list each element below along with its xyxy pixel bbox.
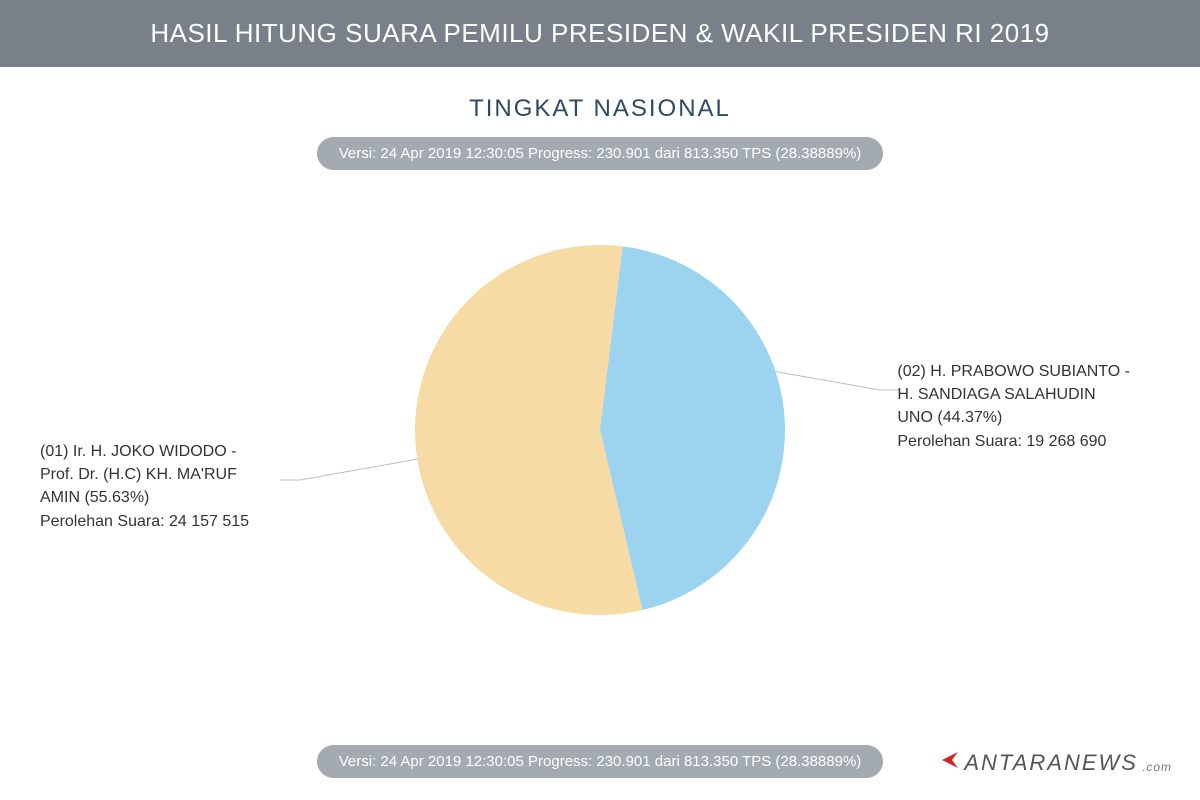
version-row-top: Versi: 24 Apr 2019 12:30:05 Progress: 23… bbox=[0, 137, 1200, 170]
subtitle: TINGKAT NASIONAL bbox=[0, 95, 1200, 123]
label-line: Perolehan Suara: 19 268 690 bbox=[897, 433, 1106, 450]
header-title: HASIL HITUNG SUARA PEMILU PRESIDEN & WAK… bbox=[150, 18, 1049, 48]
label-line: Prof. Dr. (H.C) KH. MA'RUF bbox=[40, 466, 237, 483]
watermark-suffix: .com bbox=[1142, 760, 1172, 774]
watermark-brand: ANTARANEWS bbox=[964, 750, 1138, 776]
chart-area: (01) Ir. H. JOKO WIDODO - Prof. Dr. (H.C… bbox=[0, 190, 1200, 670]
watermark: ANTARANEWS .com bbox=[940, 750, 1172, 776]
version-pill-top: Versi: 24 Apr 2019 12:30:05 Progress: 23… bbox=[317, 137, 884, 170]
label-line: (02) H. PRABOWO SUBIANTO - bbox=[897, 363, 1130, 380]
header-bar: HASIL HITUNG SUARA PEMILU PRESIDEN & WAK… bbox=[0, 0, 1200, 67]
slice-label-candidate-02: (02) H. PRABOWO SUBIANTO - H. SANDIAGA S… bbox=[897, 360, 1130, 453]
label-line: AMIN (55.63%) bbox=[40, 489, 149, 506]
label-line: H. SANDIAGA SALAHUDIN bbox=[897, 386, 1095, 403]
watermark-accent-icon bbox=[940, 750, 960, 776]
label-line: UNO (44.37%) bbox=[897, 409, 1002, 426]
label-line: Perolehan Suara: 24 157 515 bbox=[40, 513, 249, 530]
label-line: (01) Ir. H. JOKO WIDODO - bbox=[40, 443, 236, 460]
subtitle-text: TINGKAT NASIONAL bbox=[469, 95, 731, 122]
slice-label-candidate-01: (01) Ir. H. JOKO WIDODO - Prof. Dr. (H.C… bbox=[40, 440, 249, 533]
version-pill-bottom: Versi: 24 Apr 2019 12:30:05 Progress: 23… bbox=[317, 745, 884, 778]
